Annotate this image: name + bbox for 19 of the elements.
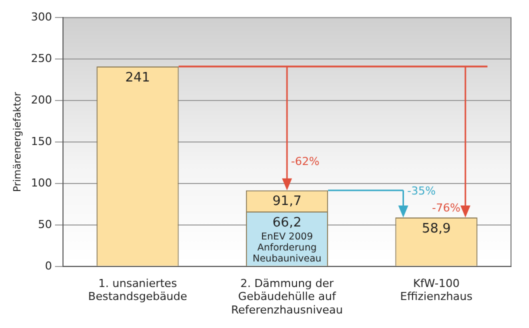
data-label: 241 [125,70,150,86]
series-label: EnEV 2009 Anforderung Neubauniveau [252,232,322,265]
data-label: 91,7 [272,194,302,210]
y-tick-label: 250 [30,52,52,65]
x-tick-label: KfW-100 Effizienzhaus [400,276,473,304]
y-tick-label: 300 [30,10,52,24]
x-tick-label: 1. unsaniertes Bestandsgebäude [88,276,188,304]
data-label: 58,9 [422,221,451,236]
x-tick-label: 2. Dämmung der Gebäudehülle auf Referenzhausniveau [231,276,343,316]
y-axis-title: Primärenergiefaktor [12,91,24,192]
annotation: -35% [407,184,436,198]
y-tick-label: 0 [44,259,52,272]
y-tick-label: 100 [30,176,52,190]
annotation: -62% [291,155,320,168]
y-tick-label: 50 [38,218,52,231]
annotation: -76% [432,201,460,214]
data-label: 66,2 [272,215,302,230]
y-tick-label: 150 [30,134,52,148]
y-tick-label: 200 [30,93,52,106]
